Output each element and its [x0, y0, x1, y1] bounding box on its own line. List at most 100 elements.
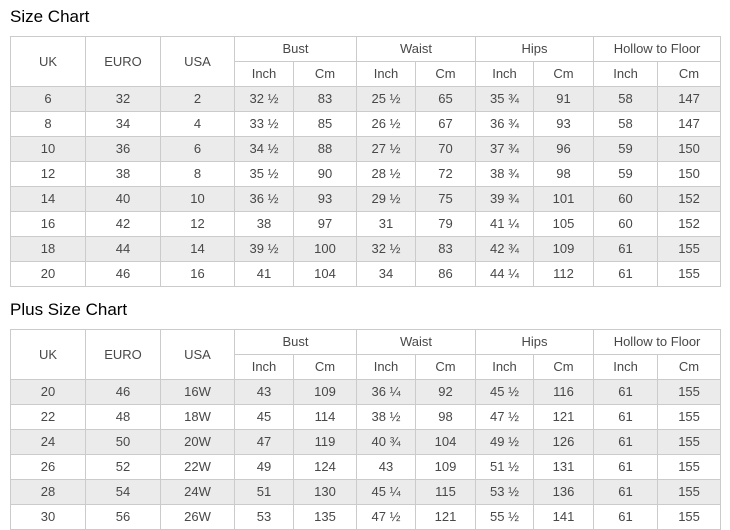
table-cell: 44: [85, 236, 161, 262]
table-cell: 61: [593, 379, 659, 405]
table-cell: 150: [657, 161, 722, 187]
table-cell: 51: [234, 479, 294, 505]
table-cell: 131: [533, 454, 595, 480]
table-cell: 10: [10, 136, 86, 162]
table-cell: 35 ¾: [475, 86, 535, 112]
table-cell: 45 ¼: [356, 479, 417, 505]
table-cell: 36 ¾: [475, 111, 535, 137]
table-cell: 34: [356, 261, 417, 287]
table-cell: 49 ½: [475, 429, 535, 455]
column-group-header: Hips: [475, 329, 595, 355]
column-subheader: Cm: [657, 61, 722, 87]
table-cell: 126: [533, 429, 595, 455]
table-cell: 47: [234, 429, 294, 455]
column-group-header: Waist: [356, 36, 477, 62]
table-cell: 155: [657, 236, 722, 262]
table-cell: 61: [593, 261, 659, 287]
column-group-header: Hollow to Floor: [593, 36, 722, 62]
column-subheader: Cm: [292, 354, 358, 380]
table-row: 20 46 16W 43 109 36 ¼ 92 45 ½ 116 61 155: [10, 379, 722, 405]
table-cell: 61: [593, 454, 659, 480]
table-cell: 26 ½: [356, 111, 417, 137]
table-cell: 52: [85, 454, 161, 480]
column-subheader: Inch: [234, 61, 294, 87]
table-cell: 18W: [160, 404, 235, 430]
table-cell: 90: [292, 161, 358, 187]
column-header: USA: [160, 36, 235, 87]
table-cell: 37 ¾: [475, 136, 535, 162]
table-cell: 58: [593, 86, 659, 112]
table-cell: 72: [415, 161, 477, 187]
table-cell: 59: [593, 161, 659, 187]
table-cell: 119: [292, 429, 358, 455]
table-cell: 28 ½: [356, 161, 417, 187]
table-row: 10 36 6 34 ½ 88 27 ½ 70 37 ¾ 96 59 150: [10, 136, 722, 162]
table-cell: 56: [85, 504, 161, 530]
table-cell: 112: [533, 261, 595, 287]
table-cell: 61: [593, 429, 659, 455]
table-cell: 20W: [160, 429, 235, 455]
table-cell: 155: [657, 404, 722, 430]
column-group-header: Hollow to Floor: [593, 329, 722, 355]
table-cell: 54: [85, 479, 161, 505]
table-cell: 59: [593, 136, 659, 162]
table-cell: 22: [10, 404, 86, 430]
table-cell: 93: [533, 111, 595, 137]
table-cell: 101: [533, 186, 595, 212]
table-cell: 70: [415, 136, 477, 162]
table-cell: 42 ¾: [475, 236, 535, 262]
column-header: EURO: [85, 36, 161, 87]
column-group-header: Bust: [233, 329, 358, 355]
column-subheader: Cm: [533, 61, 595, 87]
table-cell: 20: [10, 261, 86, 287]
table-cell: 91: [533, 86, 595, 112]
plus-size-chart-table-header: UK EURO USA Bust Waist Hips Hollow to Floor Inc…: [10, 329, 722, 380]
table-cell: 98: [415, 404, 477, 430]
column-subheader: Cm: [533, 354, 595, 380]
table-cell: 83: [292, 86, 358, 112]
table-cell: 155: [657, 429, 722, 455]
table-cell: 45: [234, 404, 294, 430]
table-cell: 85: [292, 111, 358, 137]
table-cell: 79: [415, 211, 477, 237]
table-cell: 34: [85, 111, 161, 137]
table-cell: 10: [160, 186, 235, 212]
table-cell: 136: [533, 479, 595, 505]
table-cell: 16W: [160, 379, 235, 405]
table-cell: 150: [657, 136, 722, 162]
table-cell: 14: [10, 186, 86, 212]
column-group-header: Waist: [356, 329, 477, 355]
table-cell: 38 ¾: [475, 161, 535, 187]
table-cell: 147: [657, 111, 722, 137]
table-cell: 24: [10, 429, 86, 455]
table-cell: 2: [160, 86, 235, 112]
table-cell: 152: [657, 186, 722, 212]
table-cell: 12: [10, 161, 86, 187]
table-cell: 6: [160, 136, 235, 162]
table-cell: 55 ½: [475, 504, 535, 530]
table-cell: 49: [234, 454, 294, 480]
size-chart-table-header: UK EURO USA Bust Waist Hips Hollow to Floor Inc…: [10, 36, 722, 87]
table-cell: 46: [85, 379, 161, 405]
table-cell: 92: [415, 379, 477, 405]
table-cell: 48: [85, 404, 161, 430]
table-cell: 22W: [160, 454, 235, 480]
table-cell: 45 ½: [475, 379, 535, 405]
table-cell: 61: [593, 236, 659, 262]
table-cell: 38: [234, 211, 294, 237]
table-cell: 40: [85, 186, 161, 212]
table-cell: 135: [292, 504, 358, 530]
column-header: USA: [160, 329, 235, 380]
table-cell: 155: [657, 504, 722, 530]
column-group-header: Bust: [233, 36, 358, 62]
table-cell: 121: [415, 504, 477, 530]
column-header: UK: [10, 329, 86, 380]
table-cell: 105: [533, 211, 595, 237]
table-cell: 29 ½: [356, 186, 417, 212]
column-subheader: Cm: [415, 354, 477, 380]
table-cell: 46: [85, 261, 161, 287]
table-cell: 100: [292, 236, 358, 262]
table-cell: 30: [10, 504, 86, 530]
table-row: 20 46 16 41 104 34 86 44 ¼ 112 61 155: [10, 261, 722, 287]
